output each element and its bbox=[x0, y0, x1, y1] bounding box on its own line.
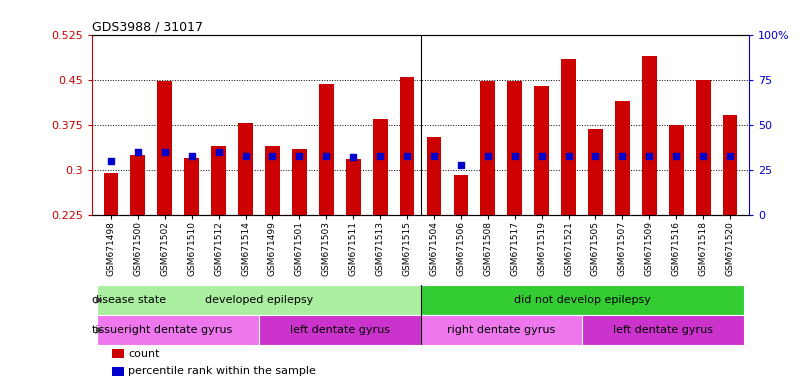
Bar bbox=[112, 349, 123, 358]
Point bbox=[400, 152, 413, 159]
Text: tissue: tissue bbox=[92, 325, 125, 335]
Point bbox=[159, 149, 171, 155]
Bar bbox=[103, 173, 119, 215]
Bar bbox=[98, 285, 421, 315]
Point bbox=[105, 158, 118, 164]
Point bbox=[185, 152, 198, 159]
Bar bbox=[346, 159, 360, 215]
Point bbox=[616, 152, 629, 159]
Bar bbox=[112, 367, 123, 376]
Bar bbox=[481, 81, 495, 215]
Bar bbox=[259, 315, 421, 345]
Text: right dentate gyrus: right dentate gyrus bbox=[124, 325, 232, 335]
Point bbox=[481, 152, 494, 159]
Text: count: count bbox=[128, 349, 159, 359]
Point bbox=[374, 152, 387, 159]
Point bbox=[212, 149, 225, 155]
Bar bbox=[98, 315, 259, 345]
Point bbox=[454, 162, 467, 168]
Point bbox=[320, 152, 332, 159]
Point bbox=[266, 152, 279, 159]
Bar bbox=[157, 81, 172, 215]
Text: GDS3988 / 31017: GDS3988 / 31017 bbox=[92, 20, 203, 33]
Point bbox=[723, 152, 736, 159]
Bar bbox=[421, 315, 582, 345]
Text: disease state: disease state bbox=[92, 295, 167, 305]
Bar bbox=[723, 115, 738, 215]
Bar bbox=[582, 315, 743, 345]
Bar bbox=[696, 80, 710, 215]
Bar bbox=[265, 146, 280, 215]
Point bbox=[643, 152, 656, 159]
Point bbox=[239, 152, 252, 159]
Point bbox=[697, 152, 710, 159]
Text: right dentate gyrus: right dentate gyrus bbox=[447, 325, 555, 335]
Point bbox=[428, 152, 441, 159]
Bar bbox=[372, 119, 388, 215]
Bar bbox=[131, 155, 145, 215]
Point bbox=[131, 149, 144, 155]
Text: percentile rank within the sample: percentile rank within the sample bbox=[128, 366, 316, 376]
Point bbox=[509, 152, 521, 159]
Point bbox=[562, 152, 575, 159]
Bar bbox=[211, 146, 226, 215]
Text: left dentate gyrus: left dentate gyrus bbox=[290, 325, 390, 335]
Bar bbox=[588, 129, 603, 215]
Bar bbox=[562, 59, 576, 215]
Bar bbox=[669, 125, 684, 215]
Bar bbox=[642, 56, 657, 215]
Bar bbox=[292, 149, 307, 215]
Point bbox=[347, 154, 360, 161]
Bar bbox=[615, 101, 630, 215]
Text: left dentate gyrus: left dentate gyrus bbox=[613, 325, 713, 335]
Bar bbox=[453, 175, 469, 215]
Text: developed epilepsy: developed epilepsy bbox=[205, 295, 313, 305]
Point bbox=[535, 152, 548, 159]
Bar bbox=[421, 285, 743, 315]
Bar bbox=[534, 86, 549, 215]
Bar bbox=[319, 84, 334, 215]
Point bbox=[589, 152, 602, 159]
Point bbox=[293, 152, 306, 159]
Bar bbox=[184, 158, 199, 215]
Bar bbox=[400, 77, 414, 215]
Point bbox=[670, 152, 682, 159]
Bar bbox=[427, 137, 441, 215]
Bar bbox=[507, 81, 522, 215]
Text: did not develop epilepsy: did not develop epilepsy bbox=[513, 295, 650, 305]
Bar bbox=[238, 123, 253, 215]
